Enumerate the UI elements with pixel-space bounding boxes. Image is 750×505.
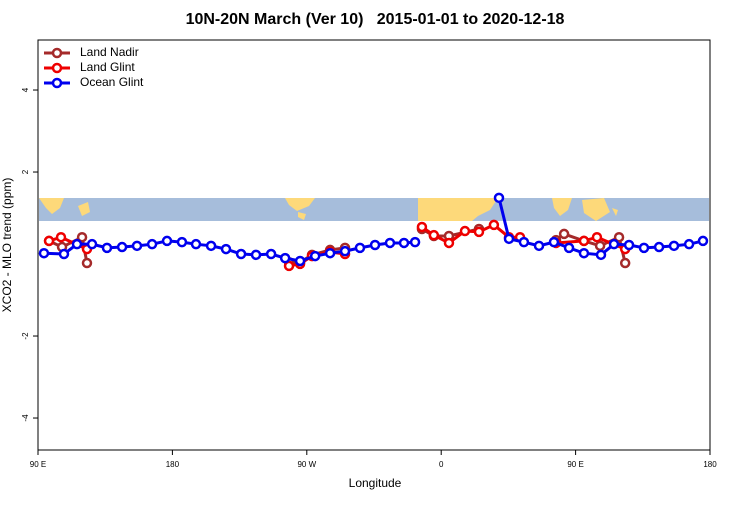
data-point — [265, 248, 277, 260]
data-point — [250, 249, 262, 261]
data-point — [339, 245, 351, 257]
data-point — [38, 247, 50, 259]
data-point — [146, 238, 158, 250]
data-point — [578, 247, 590, 259]
x-tick-label: 90 W — [297, 460, 316, 469]
data-point — [161, 235, 173, 247]
data-point — [279, 252, 291, 264]
x-tick-label: 90 E — [30, 460, 46, 469]
data-point — [398, 237, 410, 249]
legend-marker — [51, 77, 63, 89]
data-point — [283, 260, 295, 272]
y-tick-label: -2 — [21, 332, 30, 340]
y-tick-label: 4 — [21, 87, 30, 92]
data-point — [428, 229, 440, 241]
x-tick-label: 0 — [439, 460, 444, 469]
data-point — [86, 238, 98, 250]
plot-frame — [37, 39, 711, 451]
data-point — [443, 237, 455, 249]
data-point — [309, 250, 321, 262]
y-tick-label: -4 — [21, 414, 30, 422]
legend-label: Land Glint — [80, 60, 135, 74]
data-point — [416, 221, 428, 233]
data-point — [558, 228, 570, 240]
data-point — [131, 240, 143, 252]
data-point — [578, 235, 590, 247]
legend-marker — [51, 47, 63, 59]
chart-title: 10N-20N March (Ver 10) 2015-01-01 to 202… — [186, 11, 565, 28]
legend-label: Ocean Glint — [80, 75, 144, 89]
data-point — [220, 243, 232, 255]
data-point — [205, 240, 217, 252]
data-point — [548, 236, 560, 248]
data-point — [354, 242, 366, 254]
data-point — [459, 225, 471, 237]
map-band — [39, 198, 709, 221]
data-point — [638, 242, 650, 254]
data-point — [190, 238, 202, 250]
data-point — [369, 239, 381, 251]
x-tick-label: 180 — [166, 460, 180, 469]
y-axis-label: XCO2 - MLO trend (ppm) — [0, 178, 14, 313]
data-point — [563, 242, 575, 254]
data-point — [294, 255, 306, 267]
y-tick-label: 2 — [21, 169, 30, 174]
data-point — [235, 248, 247, 260]
data-point — [668, 240, 680, 252]
data-point — [76, 231, 88, 243]
data-point — [697, 235, 709, 247]
data-point — [533, 240, 545, 252]
data-point — [101, 242, 113, 254]
x-tick-label: 180 — [703, 460, 717, 469]
data-point — [503, 233, 515, 245]
data-point — [619, 257, 631, 269]
data-point — [488, 219, 500, 231]
data-point — [623, 239, 635, 251]
data-point — [176, 236, 188, 248]
data-point — [608, 238, 620, 250]
data-point — [595, 249, 607, 261]
data-point — [71, 238, 83, 250]
data-point — [58, 248, 70, 260]
data-point — [324, 247, 336, 259]
legend-label: Land Nadir — [80, 45, 139, 59]
data-point — [493, 192, 505, 204]
data-point — [384, 237, 396, 249]
data-point — [55, 231, 67, 243]
x-axis-label: Longitude — [349, 476, 402, 490]
data-point — [518, 236, 530, 248]
data-point — [43, 235, 55, 247]
data-point — [473, 226, 485, 238]
data-point — [409, 236, 421, 248]
data-point — [683, 238, 695, 250]
data-point — [653, 241, 665, 253]
x-tick-label: 90 E — [567, 460, 583, 469]
legend-marker — [51, 62, 63, 74]
data-point — [594, 240, 606, 252]
data-point — [613, 231, 625, 243]
data-point — [81, 257, 93, 269]
data-point — [591, 231, 603, 243]
data-point — [116, 241, 128, 253]
